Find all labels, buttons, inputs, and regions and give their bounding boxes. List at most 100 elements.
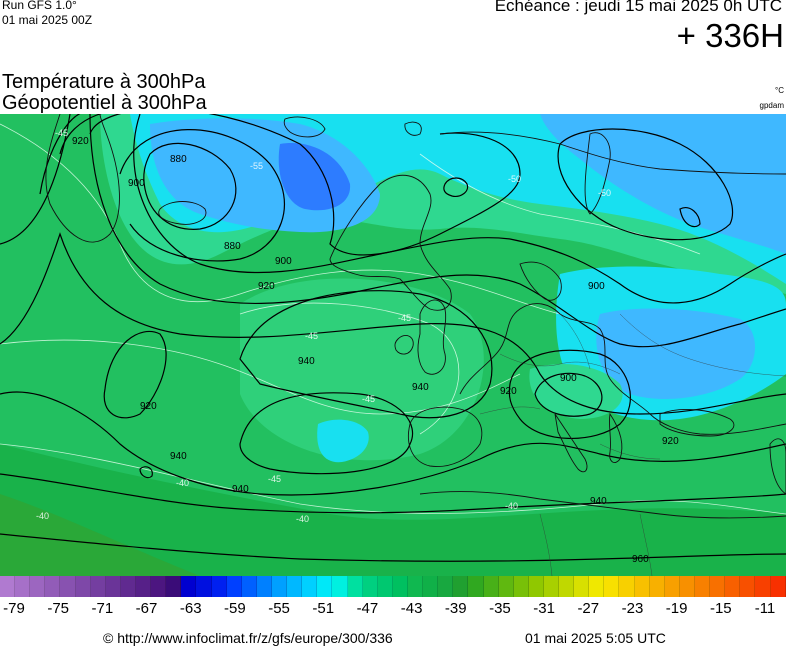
scale-cell (241, 576, 257, 597)
scale-cell (695, 576, 711, 597)
scale-tick-label: -43 (400, 600, 423, 617)
isotherm-label-40-d: -40 (176, 478, 189, 488)
isotherm-label-45-b: -45 (305, 331, 318, 341)
contour-label-900: 900 (128, 178, 145, 189)
scale-tick-label: -47 (356, 600, 379, 617)
geopotential-labels: 880 880 900 900 900 900 920 920 920 920 … (72, 136, 679, 565)
scale-tick-label: -55 (268, 600, 290, 617)
scale-cell (498, 576, 514, 597)
contour-label-900-b: 900 (275, 256, 292, 267)
coastlines (45, 114, 786, 519)
generation-date: 01 mai 2025 5:05 UTC (525, 630, 666, 646)
scale-cell (196, 576, 212, 597)
isotherm-label-40-b: -40 (296, 514, 309, 524)
scale-cell (226, 576, 242, 597)
scale-tick-label: -19 (665, 600, 688, 617)
scale-cell (710, 576, 726, 597)
contour-label-940-c: 940 (232, 484, 249, 495)
contour-label-920-b: 920 (258, 281, 275, 292)
isotherm-label-45-d: -45 (362, 394, 375, 404)
scale-tick-label: -15 (709, 600, 732, 617)
scale-tick-label: -35 (489, 600, 511, 617)
scale-cell (377, 576, 393, 597)
scale-cell (90, 576, 106, 597)
scale-cell (256, 576, 272, 597)
scale-cell (45, 576, 61, 597)
scale-cell (347, 576, 363, 597)
temperature-zone-blue-northeast (540, 114, 786, 254)
contour-label-940-b: 940 (412, 382, 429, 393)
scale-tick-label: -75 (47, 600, 70, 617)
contour-label-960: 960 (632, 554, 649, 565)
scale-cell (619, 576, 635, 597)
map-title-temperature: Température à 300hPa (2, 71, 206, 93)
scale-cell (604, 576, 620, 597)
map-title-geopotential: Géopotentiel à 300hPa (2, 92, 207, 114)
scale-cell (679, 576, 696, 597)
scale-tick-label: -51 (312, 600, 335, 617)
scale-cell (468, 576, 484, 597)
scale-cell (574, 576, 590, 597)
forecast-horizon: + 336H (676, 17, 784, 54)
contour-label-940-d: 940 (590, 496, 607, 507)
isotherm-label-45-c: -45 (398, 313, 411, 323)
temperature-zone-cold-iberia (317, 419, 369, 463)
scale-cell (453, 576, 469, 597)
scale-tick-label: -63 (179, 600, 202, 617)
contour-label-920-d: 920 (662, 436, 679, 447)
scale-cell (105, 576, 121, 597)
scale-cell (317, 576, 333, 597)
forecast-valid-time: Echéance : jeudi 15 mai 2025 0h UTC (494, 0, 782, 15)
scale-tick-label: -59 (224, 600, 246, 617)
contour-label-880: 880 (170, 154, 187, 165)
isotherm-label-40-c: -40 (505, 501, 518, 511)
unit-geopotential: gpdam (759, 101, 784, 110)
temperature-labels: -45 -45 -45 -45 -45 -50 -50 -55 -40 -40 … (36, 128, 611, 524)
run-label: Run GFS 1.0° (2, 0, 77, 12)
isotherm-label-50-b: -50 (598, 188, 611, 198)
scale-cell (438, 576, 454, 597)
scale-cell (120, 576, 136, 597)
scale-cell (559, 576, 575, 597)
scale-cell (740, 576, 756, 597)
scale-cell (770, 576, 786, 597)
scale-cell (362, 576, 378, 597)
scale-cell (392, 576, 408, 597)
scale-cell (151, 576, 167, 597)
scale-cell (211, 576, 227, 597)
country-borders (479, 313, 786, 576)
scale-tick-label: -39 (444, 600, 467, 617)
scale-cell (332, 576, 348, 597)
scale-cell (287, 576, 303, 597)
copyright-link[interactable]: © http://www.infoclimat.fr/z/gfs/europe/… (103, 630, 393, 646)
scale-cell (407, 576, 424, 597)
scale-cell (181, 576, 197, 597)
weather-map[interactable]: 880 880 900 900 900 900 920 920 920 920 … (0, 114, 786, 576)
scale-cell (30, 576, 46, 597)
contour-label-930: 920 (140, 401, 157, 412)
scale-cell (725, 576, 741, 597)
isotherm-label-45: -45 (55, 128, 68, 138)
temperature-zone-warm-south (0, 444, 786, 576)
scale-cell (271, 576, 288, 597)
contour-label-920-c: 920 (500, 386, 517, 397)
scale-cell (513, 576, 529, 597)
contour-label-920: 920 (72, 136, 89, 147)
scale-cell (166, 576, 182, 597)
scale-tick-label: -71 (91, 600, 114, 617)
run-date: 01 mai 2025 00Z (2, 13, 93, 27)
scale-tick-label: -27 (577, 600, 600, 617)
isotherm-label-40: -40 (36, 511, 49, 521)
scale-cell (649, 576, 665, 597)
temperature-zone-deep-blue (278, 143, 351, 211)
scale-tick-label: -67 (135, 600, 158, 617)
unit-temperature: °C (775, 86, 784, 95)
color-scale-ticks: -79 -75 -71 -67 -63 -59 -55 -51 -47 -43 -39 -35 -31 -… (0, 600, 786, 618)
contour-label-880-b: 880 (224, 241, 241, 252)
scale-cell (302, 576, 318, 597)
contour-label-940-e: 940 (170, 451, 187, 462)
scale-tick-label: -31 (533, 600, 555, 617)
geopotential-contours (0, 114, 786, 562)
scale-cell (589, 576, 605, 597)
contour-label-900-c: 900 (560, 373, 577, 384)
